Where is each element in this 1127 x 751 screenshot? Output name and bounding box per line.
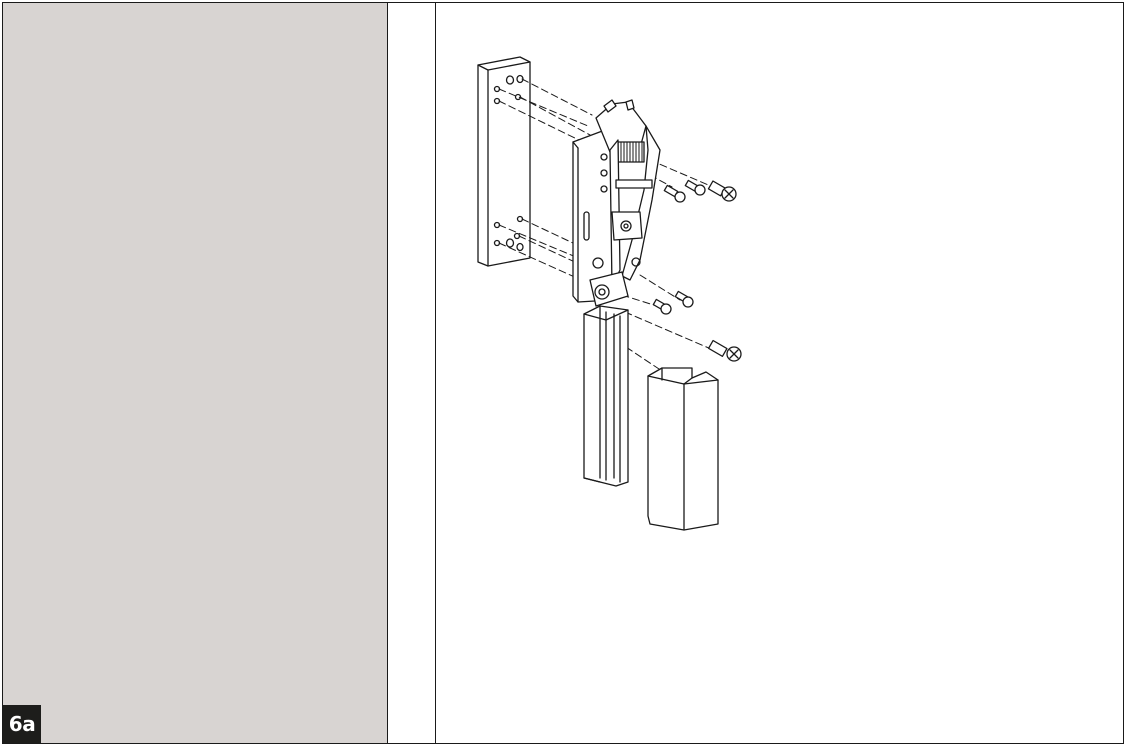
mounting-plate (477, 56, 531, 267)
screws-upper (663, 179, 737, 203)
exploded-assembly-drawing (477, 56, 742, 531)
hinge-bracket (572, 99, 661, 307)
divider-column (388, 3, 436, 743)
step-number-badge: 6a (3, 705, 41, 743)
cover-cap (647, 367, 719, 531)
screws-lower (652, 290, 742, 362)
assembly-illustration (437, 3, 1123, 743)
profile-rail (583, 305, 629, 487)
text-panel (3, 3, 388, 743)
